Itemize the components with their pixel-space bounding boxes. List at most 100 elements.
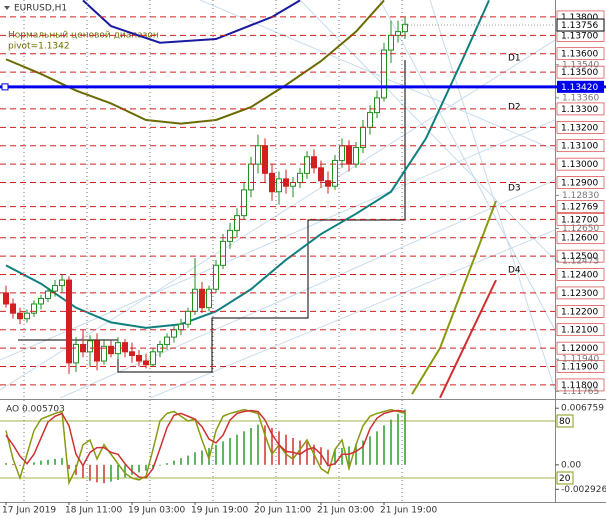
indicator-line (82, 0, 301, 44)
candle-body (339, 145, 345, 161)
candle-body (45, 290, 51, 299)
ao-tick-label: 0.006759 (561, 404, 604, 414)
candle-body (374, 97, 380, 114)
candle-body (17, 312, 23, 320)
price-label: 1.13700 (561, 31, 598, 41)
d-label: D1 (508, 54, 521, 64)
level-label: 1.13360 (562, 93, 599, 103)
symbol: EURUSD,H1 (14, 4, 67, 14)
candle-body (150, 351, 156, 366)
candle-body (353, 147, 359, 165)
candle-body (346, 145, 352, 165)
price-label-box (556, 176, 605, 189)
stoch-line (5, 409, 406, 479)
candle-body (395, 31, 401, 36)
price-label: 1.12200 (561, 307, 598, 317)
stoch-label-box (556, 414, 574, 428)
candle-body (206, 288, 212, 309)
current-price-label: 1.13756 (561, 21, 598, 31)
main-pane (3, 0, 497, 398)
candle-body (185, 310, 191, 325)
candle-body (297, 172, 303, 184)
candle-body (248, 163, 254, 191)
candle-body (367, 112, 373, 128)
level-label: 1.12830 (562, 191, 599, 201)
candle-body (290, 182, 296, 187)
candle-body (227, 229, 233, 242)
candle-body (3, 292, 9, 305)
level-label: 1.12473 (562, 257, 599, 267)
price-label: 1.13600 (561, 50, 598, 60)
candle-body (360, 126, 366, 149)
price-label-box (556, 102, 605, 116)
price-label: 1.12100 (561, 326, 598, 336)
candle-body (262, 145, 268, 174)
candle-body (276, 178, 282, 193)
d-label: D4 (508, 266, 521, 276)
price-label-box (556, 121, 605, 134)
price-label: 1.12500 (561, 252, 598, 262)
price-label-box (556, 378, 605, 392)
candle-body (66, 279, 72, 364)
price-label-box (556, 268, 605, 281)
time-label: 17 Jun 2019 (2, 506, 56, 516)
candle-body (24, 312, 30, 320)
candle-body (164, 336, 170, 345)
d-label: D2 (508, 103, 521, 113)
price-label-box (556, 47, 605, 61)
pivot-label: 1.13420 (561, 83, 598, 93)
pivot-label-box (557, 80, 604, 93)
candle-body (143, 360, 149, 366)
candle-body (304, 156, 310, 174)
price-label-box (556, 323, 605, 337)
price-label: 1.13500 (561, 68, 598, 78)
price-label: 1.12300 (561, 289, 598, 299)
candle-body (10, 303, 16, 314)
candle-body (199, 288, 205, 309)
price-label: 1.13200 (561, 123, 598, 133)
level-label: 1.12650 (562, 224, 599, 234)
price-label: 1.13100 (561, 142, 598, 152)
level-label: 1.11765 (562, 387, 599, 397)
candle-body (129, 351, 135, 356)
stoch-label: 80 (559, 417, 571, 427)
candle-body (178, 323, 184, 331)
candle-body (115, 342, 121, 355)
ao-label: AO 0.005703 (6, 405, 65, 415)
candle-body (94, 340, 100, 362)
candle-body (52, 285, 58, 292)
symbol-marker (4, 6, 10, 10)
current-price-box (556, 18, 605, 32)
candle-body (136, 354, 142, 362)
time-label: 21 Jun 03:00 (317, 506, 374, 516)
candle-body (31, 303, 37, 314)
candle-body (38, 297, 44, 305)
level-label: 1.13540 (562, 60, 599, 70)
price-label: 1.11800 (561, 381, 598, 391)
stoch-label: 20 (559, 474, 571, 484)
price-label-box (556, 65, 605, 79)
price-label: 1.13800 (561, 13, 598, 23)
candle-body (122, 342, 128, 353)
candle-body (108, 345, 114, 355)
price-label-box (556, 139, 605, 153)
time-label: 19 Jun 03:00 (128, 506, 185, 516)
candle-body (255, 145, 261, 165)
d-label: D3 (508, 184, 521, 194)
price-label-box (556, 286, 605, 300)
candle-body (234, 215, 240, 231)
price-label-box (556, 200, 605, 213)
price-label-box (556, 231, 605, 245)
candle-body (318, 167, 324, 182)
price-label: 1.11900 (561, 363, 598, 373)
price-label-box (556, 249, 605, 263)
candle-body (73, 343, 79, 364)
stoch-label-box (556, 471, 574, 485)
price-label: 1.12700 (561, 215, 598, 225)
candle-body (332, 159, 338, 187)
price-label: 1.12600 (561, 234, 598, 244)
level-label: 1.11940 (562, 355, 599, 365)
price-label-box (556, 213, 605, 226)
